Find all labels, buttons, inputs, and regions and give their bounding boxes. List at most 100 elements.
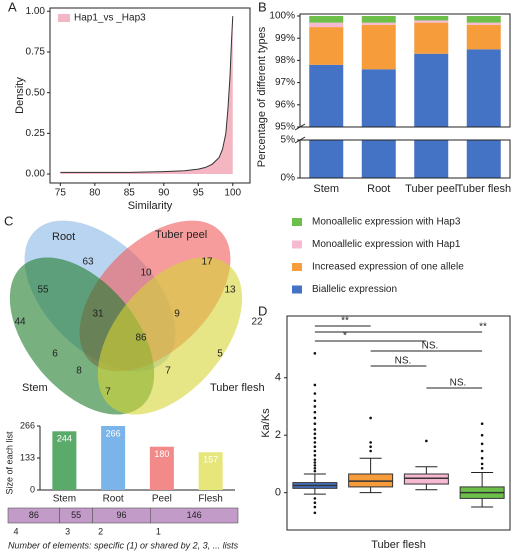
x-tick-label: Root [367,183,390,195]
bar-label: 244 [57,434,72,444]
outlier [313,405,317,408]
legend-label: Monoallelic expression with Hap3 [312,217,461,228]
outlier [480,462,484,466]
x-tick-label: Peel [152,494,172,505]
bar [149,446,174,490]
outlier [313,432,317,436]
region-count: 8 [76,366,82,377]
outlier [313,410,317,414]
segment-category: 2 [98,526,103,536]
region-count: 86 [135,333,147,344]
y-tick-label: 133 [20,452,35,462]
y-tick-label: 2 [275,429,281,441]
bar-segment [361,140,396,178]
region-count: 44 [14,317,26,328]
legend-label: Biallelic expression [312,284,397,295]
outlier [313,497,317,500]
x-tick-label: 95 [193,188,205,199]
outlier [313,461,317,464]
caption: Number of elements: specific (1) or shar… [8,540,239,550]
segment-label: 146 [187,510,202,520]
bar-segment [414,140,449,178]
bar-label: 266 [106,428,121,438]
outlier [369,441,372,444]
bar [101,426,126,490]
legend-label: Monoallelic expression with Hap1 [312,239,461,250]
outlier [313,383,317,387]
panel-label: A [8,0,17,14]
set-label: Root [52,231,75,243]
y-tick-label: 266 [20,420,35,430]
bar-segment [361,24,396,70]
outlier [313,454,317,457]
y-axis-label: Ka/Ks [260,408,272,438]
bar-segment [466,140,501,178]
bar-label: 157 [203,455,218,465]
significance-label: ** [341,316,349,327]
outlier [480,433,484,437]
y-tick-label: 0.25 [26,128,46,139]
x-axis-label: Tuber flesh [371,539,426,551]
outlier [369,449,372,453]
frame-lower [299,139,511,179]
x-tick-label: Flesh [198,494,222,505]
legend-swatch [58,14,70,22]
y-tick-label: 4 [275,372,281,384]
outlier [313,466,317,470]
y-tick-label: 0 [275,487,281,499]
significance-label: * [343,331,347,342]
y-tick-label: 5% [281,135,296,146]
x-tick-label: 80 [89,188,101,199]
bar [52,431,77,490]
density-line [60,16,234,173]
segment [150,507,239,524]
outlier [480,456,484,460]
outlier [313,449,317,453]
x-tick-label: Root [103,494,124,505]
y-tick-label: 100% [269,11,295,22]
outlier [369,416,372,420]
y-tick-label: 99% [275,33,295,44]
segment-category: 4 [13,526,18,536]
y-tick-label: 0.00 [26,169,46,180]
outlier [313,422,317,426]
significance-label: NS. [450,378,467,389]
y-tick-label: 96% [275,99,295,110]
y-tick-label: 0.75 [26,47,46,58]
y-tick-label: 98% [275,55,295,66]
x-tick-label: Tuber flesh [456,183,511,195]
legend-swatch [292,263,302,271]
venn-set [97,257,243,415]
y-axis-label: Density [14,77,26,114]
outlier [313,399,317,403]
outlier [313,464,317,467]
x-tick-label: 85 [124,188,136,199]
frame [49,7,251,184]
region-count: 9 [174,309,180,320]
bar-segment [309,27,344,65]
frame [286,315,511,531]
region-count: 17 [201,257,213,268]
outlier [369,445,372,448]
bar-segment [466,49,501,127]
segment-category: 1 [156,526,161,536]
legend-swatch [292,218,302,226]
y-tick-label: 1.00 [26,6,46,17]
significance-label: ** [479,322,487,333]
bar-segment [309,16,344,23]
legend-label: Increased expression of one allele [312,262,464,273]
region-count: 22 [251,317,263,328]
region-count: 7 [105,387,111,398]
outlier [313,392,317,395]
bar-segment [309,64,344,127]
region-count: 31 [92,309,104,320]
bar-segment [414,16,449,21]
bar-label: 180 [154,449,169,459]
outlier [313,511,317,515]
segment-label: 96 [116,510,126,520]
outlier [313,445,317,448]
y-tick-label: 95% [275,122,295,133]
segment-label: 55 [71,510,81,520]
significance-label: NS. [422,341,439,352]
